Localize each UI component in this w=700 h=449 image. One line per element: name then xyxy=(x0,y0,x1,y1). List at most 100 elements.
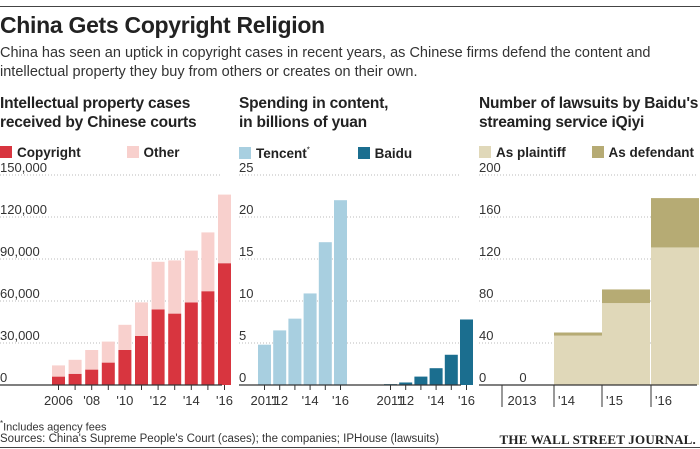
bar-other-2016 xyxy=(218,194,231,264)
spend-xtick-label: '12 xyxy=(397,393,414,408)
bar-copyright-2012 xyxy=(151,309,165,385)
bar-baidu-2014 xyxy=(429,368,443,385)
legend-tencent-mark: * xyxy=(306,145,310,154)
top-rule xyxy=(0,6,700,7)
bar-defendant-'16 xyxy=(651,198,699,248)
bar-plaintiff-'14 xyxy=(554,335,602,385)
bar-other-2015 xyxy=(201,232,215,292)
law-ytick-label: 40 xyxy=(479,328,493,343)
ip-xtick-label: '10 xyxy=(116,393,133,408)
panel3-title: Number of lawsuits by Baidu's streaming … xyxy=(479,94,698,132)
spend-xtick-label: '16 xyxy=(332,393,349,408)
spend-ytick-label: 0 xyxy=(239,370,246,385)
bar-copyright-2008 xyxy=(85,369,99,385)
legend-copyright-label: Copyright xyxy=(17,145,81,160)
spend-xtick-label: '14 xyxy=(302,393,319,408)
bar-tencent-2015 xyxy=(318,242,332,385)
bar-tencent-2016 xyxy=(334,200,347,385)
spend-xtick-label: 2011 xyxy=(377,393,405,408)
legend-tencent-label: Tencent xyxy=(256,145,307,161)
law-xtick-label: 2013 xyxy=(508,393,537,408)
sources: Sources: China's Supreme People's Court … xyxy=(0,433,440,445)
legend-tencent-swatch xyxy=(239,146,251,159)
bar-other-2011 xyxy=(135,302,148,336)
bar-baidu-2016 xyxy=(460,319,473,385)
bar-copyright-2010 xyxy=(118,350,132,385)
ip-ytick-label: 60,000 xyxy=(0,286,40,301)
spend-xtick-label: 2011 xyxy=(251,393,279,408)
bar-tencent-2012 xyxy=(273,330,287,385)
ip-ytick-label: 0 xyxy=(0,370,7,385)
bar-copyright-2013 xyxy=(168,313,182,385)
bar-other-2012 xyxy=(151,261,165,310)
legend-tencent: Tencent* xyxy=(239,145,310,161)
legend-other-label: Other xyxy=(143,145,180,160)
legend-baidu-label: Baidu xyxy=(374,145,413,161)
bar-copyright-2009 xyxy=(101,362,115,385)
legend-plaintiff: As plaintiff xyxy=(479,145,566,160)
bar-other-2009 xyxy=(101,341,115,363)
footnote-text: Includes agency fees xyxy=(3,421,107,434)
bar-copyright-2014 xyxy=(184,302,198,385)
legend-baidu-swatch xyxy=(357,146,370,159)
bar-other-2014 xyxy=(184,250,198,303)
footnote-mark: * xyxy=(0,419,4,428)
legend-defendant-swatch xyxy=(591,146,604,158)
bar-defendant-'15 xyxy=(602,289,650,304)
chart-ip-cases: 0 30,000 60,000 90,000 120,000 150,000 2006 '08… xyxy=(0,160,233,408)
ip-xtick-label: '16 xyxy=(216,393,233,408)
panel1-legend: Copyright Other xyxy=(0,145,196,160)
bar-tencent-2014 xyxy=(303,293,317,385)
legend-plaintiff-swatch xyxy=(479,146,491,158)
panel2-title-line1: Spending in content, xyxy=(239,95,389,112)
ip-xtick-label: '14 xyxy=(183,393,200,408)
legend-defendant: As defendant xyxy=(591,145,694,160)
spend-ytick-label: 10 xyxy=(239,286,253,301)
legend-copyright: Copyright xyxy=(0,145,81,160)
spend-xtick-label: '12 xyxy=(271,393,288,408)
bar-copyright-2015 xyxy=(201,291,215,385)
panel1-title-line1: Intellectual property cases xyxy=(0,95,191,112)
ip-ytick-label: 90,000 xyxy=(0,244,40,259)
ip-ytick-label: 150,000 xyxy=(0,160,47,175)
law-bar-label: 0 xyxy=(519,370,526,385)
bar-copyright-2016 xyxy=(218,263,231,385)
legend-other-swatch xyxy=(126,146,139,158)
bar-other-2013 xyxy=(168,260,182,314)
bar-copyright-2007 xyxy=(68,373,82,385)
bar-other-2010 xyxy=(118,324,132,350)
bar-copyright-2011 xyxy=(135,336,148,385)
panel3-legend: As plaintiff As defendant xyxy=(479,145,700,160)
bar-defendant-'14 xyxy=(554,332,602,336)
bar-other-2006 xyxy=(52,365,65,377)
bar-other-2008 xyxy=(85,350,99,370)
law-ytick-label: 80 xyxy=(479,286,493,301)
panel3-title-line1: Number of lawsuits by Baidu's xyxy=(479,95,699,112)
bar-copyright-2006 xyxy=(52,376,65,385)
legend-plaintiff-label: As plaintiff xyxy=(496,145,566,160)
spend-xtick-label: '16 xyxy=(458,393,475,408)
publisher-logo: THE WALL STREET JOURNAL. xyxy=(499,432,696,447)
law-xtick-label: '14 xyxy=(558,393,575,408)
ip-xtick-label: 2006 xyxy=(44,393,73,408)
ip-xtick-label: '12 xyxy=(150,393,167,408)
spend-ytick-label: 5 xyxy=(239,328,246,343)
bar-tencent-2011 xyxy=(258,344,271,385)
bar-plaintiff-'16 xyxy=(651,247,699,385)
panel1-title: Intellectual property cases received by … xyxy=(0,94,197,132)
law-xtick-label: '16 xyxy=(655,393,672,408)
law-ytick-label: 0 xyxy=(479,370,486,385)
bar-baidu-2015 xyxy=(444,354,458,385)
bar-plaintiff-'15 xyxy=(602,303,650,385)
page-subtitle: China has seen an uptick in copyright ca… xyxy=(0,45,651,80)
law-ytick-label: 160 xyxy=(479,202,501,217)
chart-iqiyi-lawsuits: 0 40 80 120 160 200 0 2013 '14 '15 '16 xyxy=(479,160,699,408)
bar-baidu-2012 xyxy=(399,382,413,385)
panel1-title-line2: received by Chinese courts xyxy=(0,114,197,131)
bar-tencent-2013 xyxy=(288,318,302,385)
legend-other: Other xyxy=(126,145,180,160)
footnote: *Includes agency fees xyxy=(0,419,106,434)
spend-ytick-label: 25 xyxy=(239,160,253,175)
panel2-title-line2: in billions of yuan xyxy=(239,114,367,131)
